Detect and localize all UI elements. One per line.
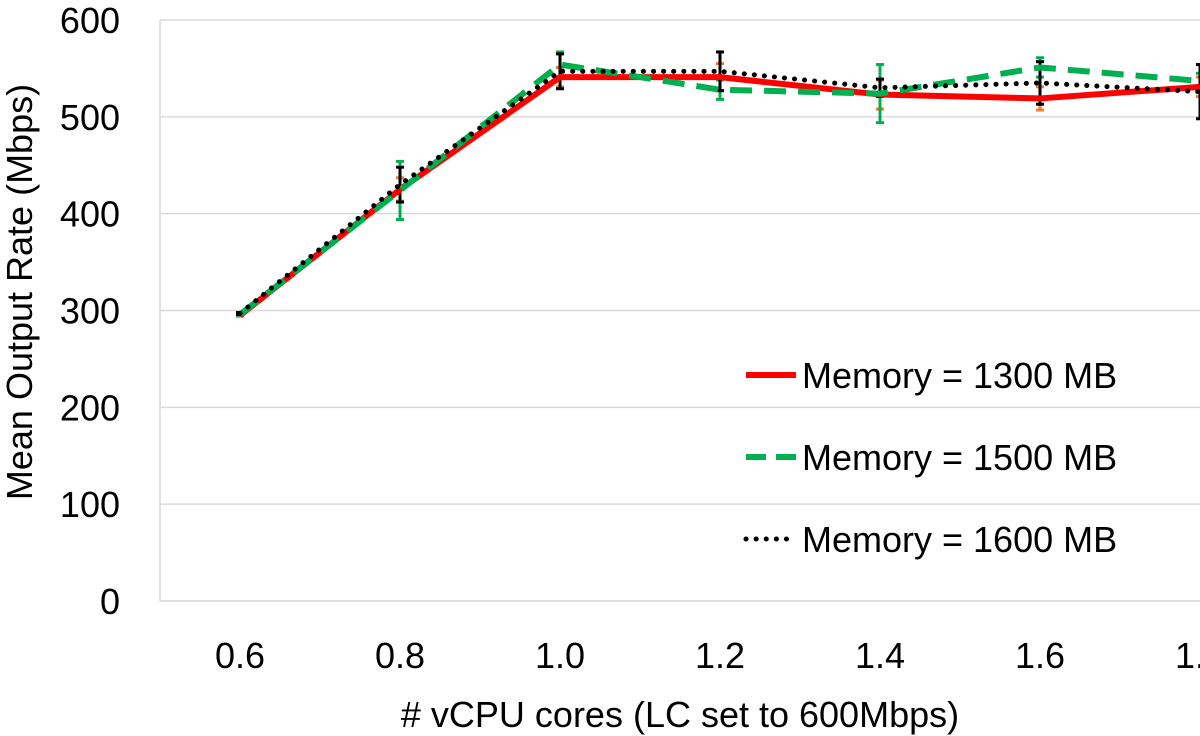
x-tick-label: 1.0 <box>535 635 585 676</box>
y-tick-label: 0 <box>100 581 120 622</box>
y-tick-label: 300 <box>60 291 120 332</box>
x-tick-label: 0.8 <box>375 635 425 676</box>
x-tick-label: 0.6 <box>215 635 265 676</box>
y-tick-label: 200 <box>60 387 120 428</box>
series-line-2 <box>238 61 1200 317</box>
error-bars <box>236 50 1200 318</box>
series-line-3 <box>237 68 1200 316</box>
axes <box>159 20 1200 602</box>
legend: Memory = 1300 MB Memory = 1500 MB Memory =… <box>743 355 1117 560</box>
error-bar <box>1196 75 1200 98</box>
y-tick-label: 500 <box>60 97 120 138</box>
y-tick-labels: 0 100 200 300 400 500 600 <box>60 0 120 622</box>
series-line-1 <box>238 74 1200 318</box>
legend-entry: Memory = 1300 MB <box>746 355 1117 396</box>
series-lines <box>237 61 1200 318</box>
x-tick-labels: 0.6 0.8 1.0 1.2 1.4 1.6 1.8 <box>215 635 1200 676</box>
error-bar <box>556 52 564 91</box>
y-tick-label: 100 <box>60 484 120 525</box>
legend-label: Memory = 1600 MB <box>802 519 1117 560</box>
legend-label: Memory = 1500 MB <box>802 437 1117 478</box>
gridlines <box>160 19 1200 602</box>
x-axis-title: # vCPU cores (LC set to 600Mbps) <box>401 694 959 735</box>
error-bar <box>1196 63 1200 121</box>
x-tick-label: 1.8 <box>1175 635 1200 676</box>
x-tick-label: 1.4 <box>855 635 905 676</box>
y-axis-title: Mean Output Rate (Mbps) <box>0 84 40 500</box>
legend-entry: Memory = 1500 MB <box>746 437 1117 478</box>
legend-label: Memory = 1300 MB <box>802 355 1117 396</box>
x-tick-label: 1.2 <box>695 635 745 676</box>
x-tick-label: 1.6 <box>1015 635 1065 676</box>
error-bar <box>396 165 404 204</box>
y-tick-label: 400 <box>60 194 120 235</box>
legend-entry: Memory = 1600 MB <box>743 519 1117 560</box>
y-tick-label: 600 <box>60 0 120 41</box>
